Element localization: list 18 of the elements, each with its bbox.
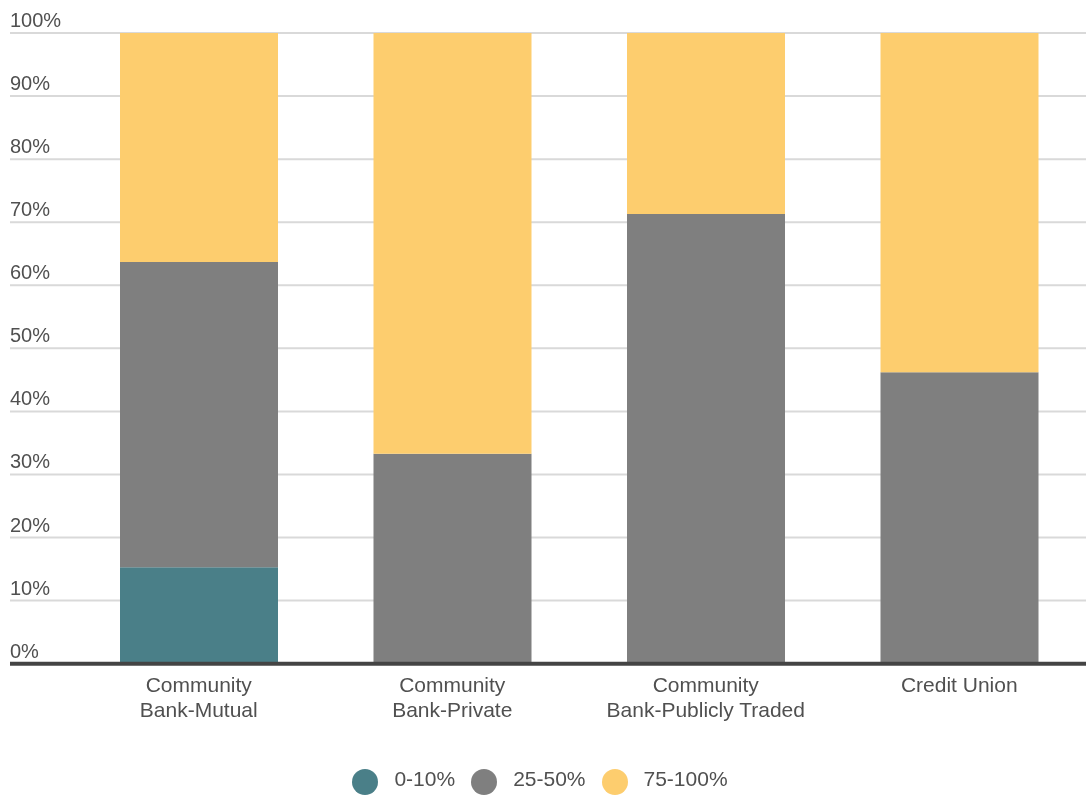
- y-tick-label: 100%: [10, 9, 62, 31]
- legend-label: 25-50%: [512, 766, 587, 790]
- x-tick-label: Community Bank-Publicly Traded: [606, 672, 805, 721]
- y-tick-label: 80%: [10, 135, 51, 158]
- y-tick-label: 30%: [10, 450, 51, 473]
- y-tick-label: 10%: [10, 576, 51, 599]
- y-tick-label: 60%: [10, 261, 51, 284]
- legend-label: 75-100%: [642, 766, 729, 790]
- y-tick-label: 50%: [10, 324, 51, 347]
- x-tick-label: Community Bank-Mutual: [139, 672, 258, 721]
- y-tick-label: 90%: [10, 72, 51, 95]
- x-tick-label: Community Bank-Private: [392, 672, 513, 721]
- y-tick-label: 40%: [10, 387, 51, 410]
- x-tick-label: Credit Union: [900, 672, 1018, 696]
- y-tick-label: 0%: [10, 639, 40, 662]
- y-tick-label: 70%: [10, 198, 51, 221]
- y-tick-label: 20%: [10, 513, 51, 536]
- legend-label: 0-10%: [393, 766, 457, 790]
